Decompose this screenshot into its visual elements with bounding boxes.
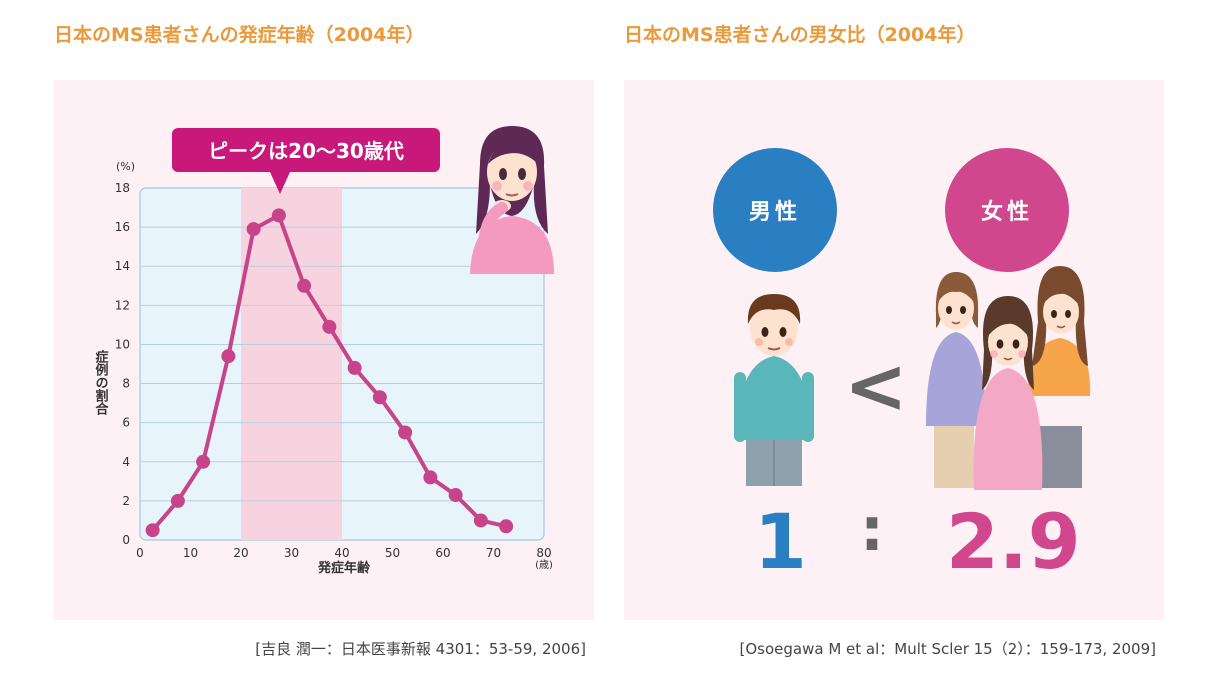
x-tick-label: 30 bbox=[284, 546, 299, 560]
chart-axes: 0 2 4 6 8 10 12 14 16 18 0 10 20 30 40 50 60 70 80 bbox=[115, 181, 552, 560]
data-point bbox=[347, 360, 362, 375]
sex-ratio-panel: 男性 女性 < bbox=[624, 80, 1164, 620]
right-citation: [Osoegawa M et al：Mult Scler 15（2）：159-1… bbox=[739, 640, 1157, 658]
y-tick-label: 2 bbox=[122, 494, 130, 508]
data-point bbox=[246, 222, 261, 237]
x-tick-label: 0 bbox=[136, 546, 144, 560]
data-point bbox=[297, 278, 312, 293]
data-point bbox=[322, 319, 337, 334]
x-tick-label: 50 bbox=[385, 546, 400, 560]
y-tick-label: 10 bbox=[115, 337, 130, 351]
data-point bbox=[448, 488, 463, 503]
data-point bbox=[221, 349, 236, 364]
y-axis-unit: (%) bbox=[116, 160, 135, 173]
data-point bbox=[170, 493, 185, 508]
chart-series bbox=[145, 208, 514, 538]
y-tick-label: 18 bbox=[115, 181, 130, 195]
y-tick-label: 0 bbox=[122, 533, 130, 547]
right-heading: 日本のMS患者さんの男女比（2004年） bbox=[624, 24, 976, 46]
male-ratio: 1 bbox=[754, 497, 807, 586]
onset-age-chart: 0 2 4 6 8 10 12 14 16 18 0 10 20 30 40 50 60 70 80 症例の割合 (… bbox=[93, 126, 554, 576]
comparison-symbol: < bbox=[844, 341, 908, 430]
female-label: 女性 bbox=[980, 200, 1033, 225]
data-point bbox=[372, 390, 387, 405]
female-circle: 女性 bbox=[945, 148, 1069, 272]
x-axis-label: 発症年齢 bbox=[317, 560, 371, 576]
data-point bbox=[499, 519, 514, 534]
chart-grid bbox=[139, 187, 545, 541]
x-tick-label: 80 bbox=[536, 546, 551, 560]
peak-callout: ピークは20～30歳代 bbox=[172, 128, 440, 194]
y-tick-label: 8 bbox=[122, 377, 130, 391]
x-tick-label: 10 bbox=[183, 546, 198, 560]
y-tick-label: 16 bbox=[115, 220, 130, 234]
boy-illustration bbox=[734, 294, 814, 486]
y-axis-label: 症例の割合 bbox=[93, 349, 109, 416]
data-point bbox=[196, 454, 211, 469]
male-label: 男性 bbox=[748, 200, 801, 225]
female-ratio: 2.9 bbox=[946, 497, 1081, 586]
male-circle: 男性 bbox=[713, 148, 837, 272]
data-point bbox=[145, 523, 160, 538]
data-point bbox=[271, 208, 286, 223]
left-citation: [吉良 潤一：日本医事新報 4301：53-59, 2006] bbox=[255, 640, 586, 658]
x-tick-label: 70 bbox=[486, 546, 501, 560]
y-tick-label: 14 bbox=[115, 259, 130, 273]
left-heading: 日本のMS患者さんの発症年齢（2004年） bbox=[54, 24, 425, 46]
data-point bbox=[473, 513, 488, 528]
onset-age-panel: 0 2 4 6 8 10 12 14 16 18 0 10 20 30 40 50 60 70 80 症例の割合 (… bbox=[54, 80, 594, 620]
peak-highlight-band bbox=[241, 188, 342, 540]
x-tick-label: 60 bbox=[435, 546, 450, 560]
peak-callout-text: ピークは20～30歳代 bbox=[208, 139, 404, 163]
data-point bbox=[398, 425, 413, 440]
x-tick-label: 20 bbox=[233, 546, 248, 560]
data-point bbox=[423, 470, 438, 485]
x-tick-label: 40 bbox=[334, 546, 349, 560]
y-tick-label: 4 bbox=[122, 455, 130, 469]
x-axis-unit: (歳) bbox=[535, 559, 553, 571]
ratio-separator: : bbox=[860, 495, 884, 565]
y-tick-label: 6 bbox=[122, 416, 130, 430]
thinking-girl-illustration bbox=[470, 126, 554, 274]
y-tick-label: 12 bbox=[115, 298, 130, 312]
women-illustration bbox=[926, 266, 1091, 490]
